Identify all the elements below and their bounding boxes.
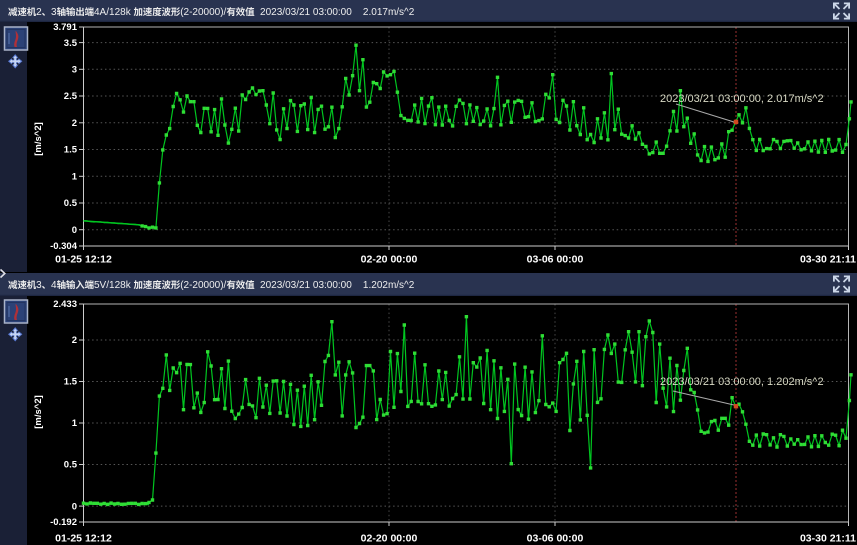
svg-text:(2-20000)/: (2-20000)/ (180, 280, 226, 291)
svg-text:0: 0 (72, 225, 77, 236)
svg-text:01-25 12:12: 01-25 12:12 (55, 254, 112, 266)
svg-text:[m/s^2]: [m/s^2] (33, 122, 44, 156)
svg-text:0: 0 (72, 501, 77, 512)
svg-text:-0.304: -0.304 (50, 241, 78, 252)
svg-text:2.5: 2.5 (64, 91, 78, 102)
svg-text:3: 3 (51, 7, 57, 18)
svg-text:2: 2 (36, 7, 42, 18)
svg-text:3.791: 3.791 (53, 22, 77, 33)
svg-text:03-30 21:11: 03-30 21:11 (800, 254, 856, 266)
svg-text:3: 3 (72, 65, 77, 76)
svg-text:3: 3 (36, 280, 42, 291)
svg-text:0.5: 0.5 (64, 198, 78, 209)
svg-text:-0.192: -0.192 (50, 517, 77, 528)
svg-text:1: 1 (72, 418, 78, 429)
svg-text:5V/128k: 5V/128k (94, 280, 133, 291)
svg-text:1: 1 (72, 172, 78, 183)
svg-text:3.5: 3.5 (64, 38, 78, 49)
svg-text:01-25 12:12: 01-25 12:12 (55, 533, 112, 545)
svg-text:03-06 00:00: 03-06 00:00 (527, 254, 584, 266)
svg-text:(2-20000)/: (2-20000)/ (180, 7, 226, 18)
svg-text:02-20 00:00: 02-20 00:00 (361, 254, 418, 266)
svg-text:03-30 21:11: 03-30 21:11 (800, 533, 856, 545)
svg-text:2023/03/21 03:00:00 2.017m/: 2023/03/21 03:00:00 2.017m/s^2 (255, 7, 415, 18)
svg-text:2023/03/21 03:00:00, 2.017m/s^: 2023/03/21 03:00:00, 2.017m/s^2 (660, 93, 824, 105)
svg-text:2023/03/21 03:00:00 1.202m/: 2023/03/21 03:00:00 1.202m/s^2 (255, 280, 415, 291)
svg-text:2.433: 2.433 (53, 299, 77, 310)
svg-text:2023/03/21 03:00:00, 1.202m/s^: 2023/03/21 03:00:00, 1.202m/s^2 (660, 376, 824, 388)
svg-text:1.5: 1.5 (64, 145, 78, 156)
svg-text:02-20 00:00: 02-20 00:00 (361, 533, 418, 545)
svg-text:03-06 00:00: 03-06 00:00 (527, 533, 584, 545)
svg-text:4: 4 (51, 280, 57, 291)
svg-text:0.5: 0.5 (64, 460, 78, 471)
svg-text:[m/s^2]: [m/s^2] (33, 395, 44, 429)
svg-text:1.5: 1.5 (64, 377, 78, 388)
svg-text:2: 2 (72, 118, 77, 129)
svg-text:2: 2 (72, 335, 77, 346)
svg-text:4A/128k: 4A/128k (94, 7, 133, 18)
